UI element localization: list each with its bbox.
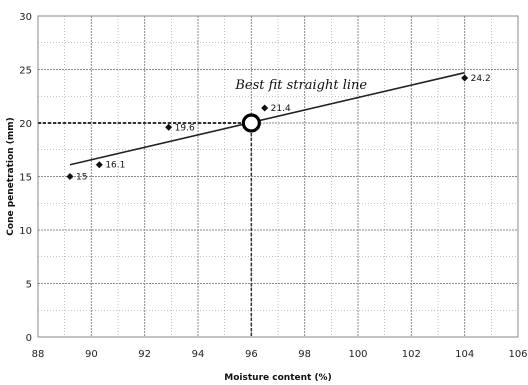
y-tick-label: 30 [19,12,32,23]
x-axis-title: Moisture content (%) [224,373,331,383]
x-tick-label: 106 [508,349,527,360]
data-point [261,104,269,112]
tick-labels: 88 90 92 94 96 98 100 102 104 106 0 5 10 15 20 25 30 [19,12,527,360]
x-tick-label: 92 [138,349,151,360]
data-point [165,123,173,131]
data-points: 15 16.1 19.6 21.4 24.2 [66,74,491,183]
x-tick-label: 90 [85,349,98,360]
y-tick-label: 10 [19,226,32,237]
x-tick-label: 94 [192,349,205,360]
data-label: 15 [76,173,87,183]
intersection-marker [241,113,261,133]
y-tick-label: 5 [26,280,32,291]
data-label: 24.2 [471,74,491,84]
fit-line-annotation: Best fit straight line [234,78,367,93]
x-tick-label: 104 [455,349,474,360]
grid [37,15,519,338]
data-label: 16.1 [105,161,125,171]
data-point [66,173,74,180]
reference-lines [38,122,253,337]
y-tick-label: 20 [19,119,32,130]
y-tick-label: 15 [19,173,32,184]
x-tick-label: 98 [298,349,311,360]
x-tick-label: 96 [245,349,258,360]
fit-line-group [69,71,465,166]
y-tick-label: 0 [26,333,32,344]
data-label: 19.6 [175,123,195,133]
best-fit-line [69,71,465,166]
x-tick-label: 102 [402,349,421,360]
y-axis-title: Cone penetration (mm) [6,117,16,235]
data-point [461,74,469,82]
x-tick-label: 88 [32,349,45,360]
data-point [95,161,103,169]
data-label: 21.4 [271,104,291,114]
x-tick-label: 100 [348,349,367,360]
y-tick-label: 25 [19,66,32,77]
